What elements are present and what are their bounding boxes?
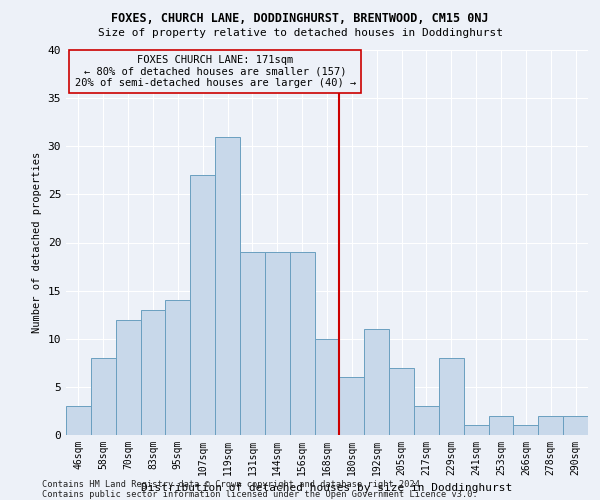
Bar [140,310,166,435]
Text: FOXES CHURCH LANE: 171sqm
← 80% of detached houses are smaller (157)
20% of semi: FOXES CHURCH LANE: 171sqm ← 80% of detac… [74,55,356,88]
Bar [314,339,340,435]
Bar [240,252,265,435]
Bar [563,416,588,435]
Bar [66,406,91,435]
Bar [190,175,215,435]
Bar [265,252,290,435]
Bar [116,320,140,435]
Bar [488,416,514,435]
Text: Contains public sector information licensed under the Open Government Licence v3: Contains public sector information licen… [42,490,478,499]
Y-axis label: Number of detached properties: Number of detached properties [32,152,42,333]
Bar [215,136,240,435]
Text: FOXES, CHURCH LANE, DODDINGHURST, BRENTWOOD, CM15 0NJ: FOXES, CHURCH LANE, DODDINGHURST, BRENTW… [111,12,489,26]
Bar [166,300,190,435]
Bar [91,358,116,435]
Text: Size of property relative to detached houses in Doddinghurst: Size of property relative to detached ho… [97,28,503,38]
X-axis label: Distribution of detached houses by size in Doddinghurst: Distribution of detached houses by size … [142,484,512,494]
Bar [414,406,439,435]
Bar [538,416,563,435]
Bar [514,426,538,435]
Bar [389,368,414,435]
Bar [290,252,314,435]
Bar [439,358,464,435]
Bar [364,329,389,435]
Bar [464,426,488,435]
Bar [340,377,364,435]
Text: Contains HM Land Registry data © Crown copyright and database right 2024.: Contains HM Land Registry data © Crown c… [42,480,425,489]
